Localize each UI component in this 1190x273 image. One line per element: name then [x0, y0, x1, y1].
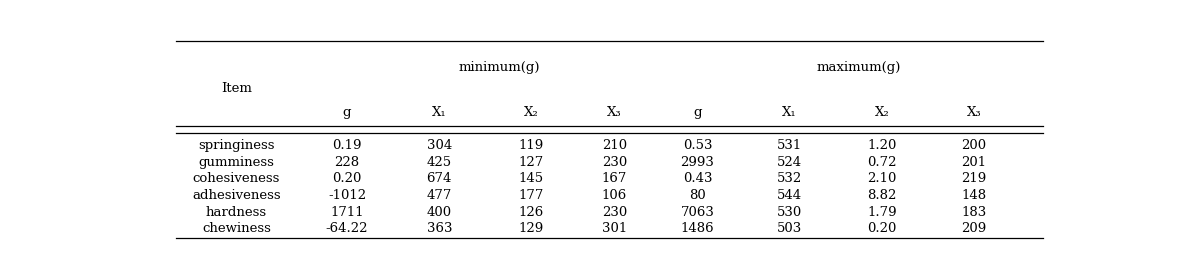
Text: 201: 201	[962, 156, 987, 168]
Text: minimum(g): minimum(g)	[458, 61, 540, 74]
Text: 8.82: 8.82	[868, 189, 896, 202]
Text: 503: 503	[777, 222, 802, 235]
Text: 0.19: 0.19	[332, 139, 362, 152]
Text: X₁: X₁	[432, 106, 446, 119]
Text: -64.22: -64.22	[326, 222, 368, 235]
Text: 200: 200	[962, 139, 987, 152]
Text: 524: 524	[777, 156, 802, 168]
Text: 230: 230	[602, 206, 627, 219]
Text: adhesiveness: adhesiveness	[192, 189, 281, 202]
Text: 674: 674	[426, 172, 452, 185]
Text: X₃: X₃	[607, 106, 622, 119]
Text: 544: 544	[777, 189, 802, 202]
Text: gumminess: gumminess	[199, 156, 275, 168]
Text: 425: 425	[427, 156, 452, 168]
Text: 148: 148	[962, 189, 987, 202]
Text: 0.43: 0.43	[683, 172, 713, 185]
Text: 301: 301	[602, 222, 627, 235]
Text: 126: 126	[519, 206, 544, 219]
Text: g: g	[343, 106, 351, 119]
Text: chewiness: chewiness	[202, 222, 271, 235]
Text: 0.20: 0.20	[868, 222, 896, 235]
Text: 304: 304	[427, 139, 452, 152]
Text: -1012: -1012	[328, 189, 367, 202]
Text: 531: 531	[777, 139, 802, 152]
Text: 400: 400	[427, 206, 452, 219]
Text: 477: 477	[426, 189, 452, 202]
Text: 129: 129	[519, 222, 544, 235]
Text: maximum(g): maximum(g)	[816, 61, 901, 74]
Text: 228: 228	[334, 156, 359, 168]
Text: 530: 530	[777, 206, 802, 219]
Text: g: g	[694, 106, 702, 119]
Text: 363: 363	[426, 222, 452, 235]
Text: 0.72: 0.72	[868, 156, 897, 168]
Text: 127: 127	[519, 156, 544, 168]
Text: 7063: 7063	[681, 206, 714, 219]
Text: 119: 119	[519, 139, 544, 152]
Text: 106: 106	[602, 189, 627, 202]
Text: 183: 183	[962, 206, 987, 219]
Text: 532: 532	[777, 172, 802, 185]
Text: 80: 80	[689, 189, 706, 202]
Text: 210: 210	[602, 139, 627, 152]
Text: 167: 167	[602, 172, 627, 185]
Text: 177: 177	[519, 189, 544, 202]
Text: 0.20: 0.20	[332, 172, 362, 185]
Text: 219: 219	[962, 172, 987, 185]
Text: springiness: springiness	[198, 139, 275, 152]
Text: 1.20: 1.20	[868, 139, 896, 152]
Text: 1486: 1486	[681, 222, 714, 235]
Text: X₃: X₃	[966, 106, 982, 119]
Text: 145: 145	[519, 172, 544, 185]
Text: X₂: X₂	[875, 106, 889, 119]
Text: 0.53: 0.53	[683, 139, 713, 152]
Text: 2993: 2993	[681, 156, 714, 168]
Text: 1.79: 1.79	[868, 206, 897, 219]
Text: 209: 209	[962, 222, 987, 235]
Text: X₂: X₂	[524, 106, 539, 119]
Text: hardness: hardness	[206, 206, 267, 219]
Text: 230: 230	[602, 156, 627, 168]
Text: cohesiveness: cohesiveness	[193, 172, 280, 185]
Text: 1711: 1711	[330, 206, 364, 219]
Text: X₁: X₁	[782, 106, 797, 119]
Text: 2.10: 2.10	[868, 172, 896, 185]
Text: Item: Item	[221, 82, 252, 95]
